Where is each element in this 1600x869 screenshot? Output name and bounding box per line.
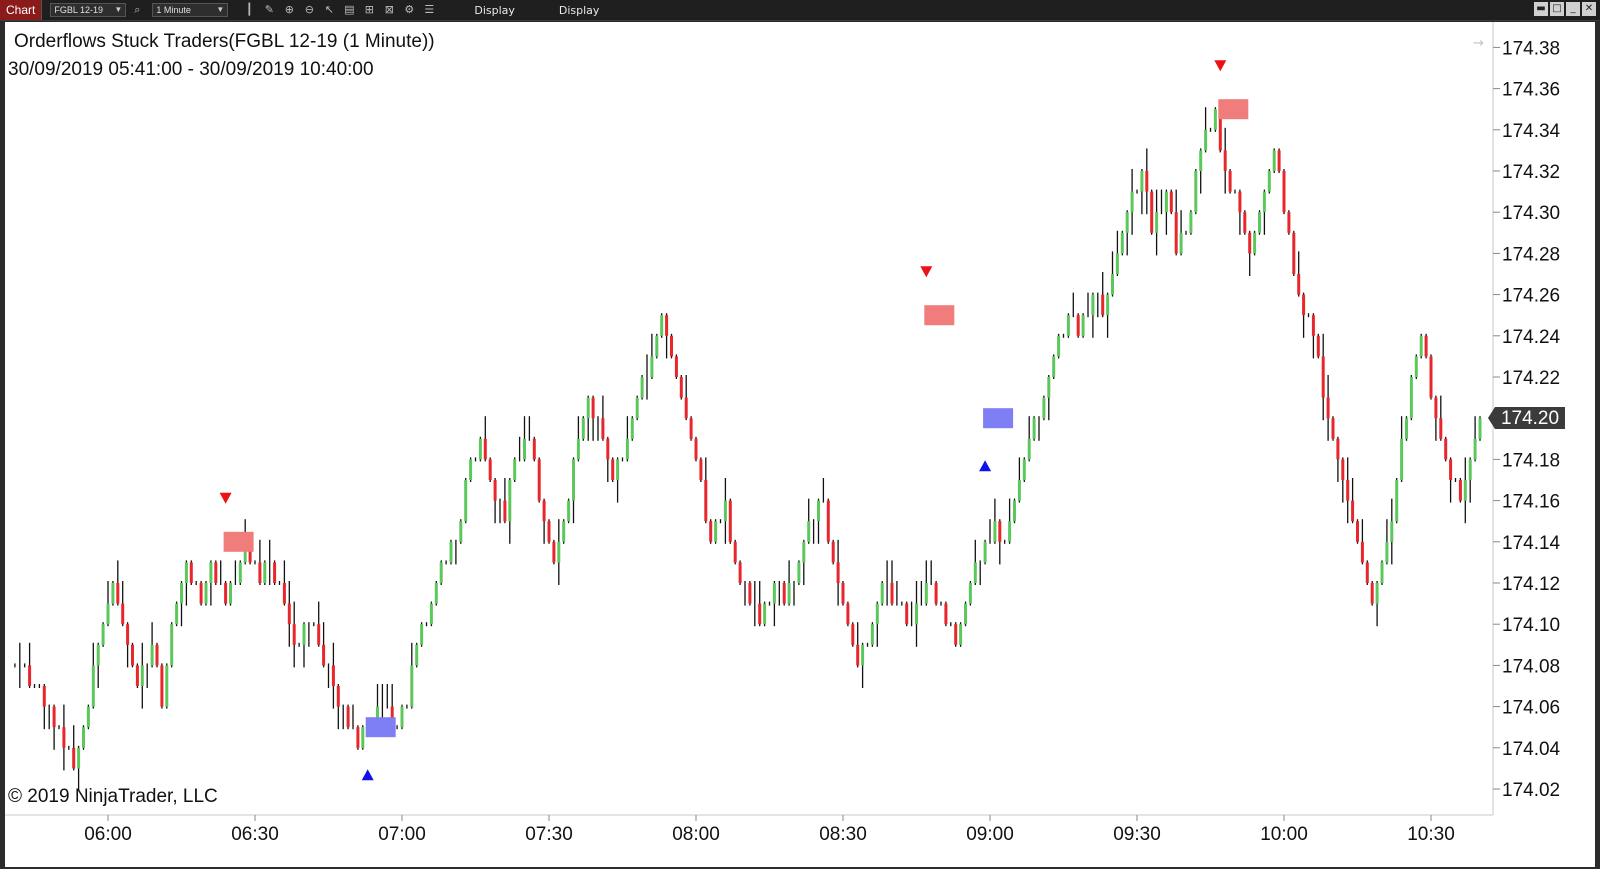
signal-zones <box>223 99 1249 738</box>
x-tick-label: 09:30 <box>1113 824 1161 845</box>
y-tick-label: 174.02 <box>1502 780 1560 801</box>
list-icon[interactable]: ☰ <box>424 3 435 16</box>
display-button-1[interactable]: Display <box>474 3 515 17</box>
chart-panel: 174.02 174.04 174.06 174.08 174.10 174.12 174.… <box>5 22 1595 867</box>
display-button-2[interactable]: Display <box>558 3 600 17</box>
y-tick-label: 174.22 <box>1502 368 1560 389</box>
y-tick-label: 174.06 <box>1502 698 1560 719</box>
y-tick-label: 174.18 <box>1502 450 1560 471</box>
restore-icon[interactable]: ▬ <box>1534 2 1548 16</box>
y-tick-label: 174.28 <box>1502 244 1560 265</box>
chart-title: Orderflows Stuck Traders(FGBL 12-19 (1 M… <box>14 31 435 52</box>
y-tick-label: 174.30 <box>1502 203 1560 224</box>
x-tick-label: 10:30 <box>1407 824 1455 845</box>
x-tick-label: 07:30 <box>525 824 573 845</box>
sell-signal-triangle-down-icon <box>920 266 933 278</box>
chevron-down-icon: ▼ <box>216 5 225 14</box>
buy-zone <box>983 408 1014 429</box>
close-icon[interactable]: ✕ <box>1582 2 1596 16</box>
y-tick-label: 174.34 <box>1502 121 1561 142</box>
strategy-icon[interactable]: ⊠ <box>384 3 394 16</box>
y-tick-label: 174.14 <box>1502 533 1561 554</box>
instrument-value: FGBL 12-19 <box>54 5 104 15</box>
x-tick-label: 09:00 <box>966 824 1014 845</box>
chart-date-range: 30/09/2019 05:41:00 - 30/09/2019 10:40:0… <box>8 59 374 80</box>
instrument-selector[interactable]: FGBL 12-19 ▼ <box>50 3 127 17</box>
chevron-down-icon: ▼ <box>114 5 123 14</box>
y-tick-label: 174.36 <box>1502 80 1560 101</box>
bars-icon[interactable]: ┃ <box>246 3 253 16</box>
y-tick-label: 174.24 <box>1502 327 1561 348</box>
sell-signal-triangle-down-icon <box>219 492 232 504</box>
sell-zone <box>924 305 955 326</box>
price-chart[interactable]: 174.02 174.04 174.06 174.08 174.10 174.12 174.… <box>5 22 1595 867</box>
chart-tab[interactable]: Chart <box>0 0 43 20</box>
x-tick-label: 07:00 <box>378 824 426 845</box>
y-tick-label: 174.08 <box>1502 656 1560 677</box>
x-tick-label: 06:00 <box>84 824 132 845</box>
x-axis: 06:00 06:30 07:00 07:30 08:00 08:30 09:00 09:30… <box>84 815 1455 845</box>
price-bars <box>14 107 1482 791</box>
x-tick-label: 08:30 <box>819 824 867 845</box>
y-tick-label: 174.12 <box>1502 574 1560 595</box>
buy-zone <box>365 717 396 738</box>
y-tick-label: 174.38 <box>1502 38 1560 59</box>
current-price-label: 174.20 <box>1501 408 1559 429</box>
zoom-in-icon[interactable]: ⊕ <box>284 3 294 16</box>
chart-background <box>5 22 1595 867</box>
copyright-label: © 2019 NinjaTrader, LLC <box>8 786 218 807</box>
signal-markers <box>219 60 1227 781</box>
y-tick-label: 174.32 <box>1502 162 1560 183</box>
properties-icon[interactable]: ⚙ <box>404 3 415 16</box>
search-icon[interactable]: ⌕ <box>134 3 141 16</box>
x-tick-label: 08:00 <box>672 824 720 845</box>
sell-zone <box>1218 99 1249 120</box>
sell-zone <box>223 531 254 552</box>
window-controls: ▬ □ _ ✕ <box>1534 2 1596 16</box>
x-tick-label: 06:30 <box>231 824 279 845</box>
chart-tab-label: Chart <box>6 3 36 17</box>
y-axis: 174.02 174.04 174.06 174.08 174.10 174.12 174.… <box>1493 38 1561 801</box>
scroll-right-arrow-icon[interactable]: → <box>1473 36 1484 51</box>
chart-toolbar: Chart FGBL 12-19 ▼ ⌕ 1 Minute ▼ ┃ ✎ ⊕ ⊖ … <box>0 0 1600 21</box>
maximize-icon[interactable]: □ <box>1550 2 1564 16</box>
y-tick-label: 174.04 <box>1502 739 1561 760</box>
indicator-icon[interactable]: ⊞ <box>364 3 374 16</box>
data-box-icon[interactable]: ▤ <box>344 3 355 16</box>
current-price-marker: 174.20 <box>1488 407 1565 429</box>
buy-signal-triangle-up-icon <box>361 769 374 781</box>
y-tick-label: 174.26 <box>1502 286 1560 307</box>
y-tick-label: 174.10 <box>1502 615 1560 636</box>
sell-signal-triangle-down-icon <box>1214 60 1227 72</box>
interval-selector[interactable]: 1 Minute ▼ <box>152 3 229 17</box>
y-tick-label: 174.16 <box>1502 492 1560 513</box>
interval-value: 1 Minute <box>156 5 191 15</box>
pointer-icon[interactable]: ↖ <box>324 3 334 16</box>
minimize-icon[interactable]: _ <box>1566 2 1580 16</box>
current-price-badge <box>1488 407 1565 429</box>
buy-signal-triangle-up-icon <box>979 460 992 472</box>
draw-icon[interactable]: ✎ <box>264 3 274 16</box>
zoom-out-icon[interactable]: ⊖ <box>304 3 314 16</box>
x-tick-label: 10:00 <box>1260 824 1308 845</box>
